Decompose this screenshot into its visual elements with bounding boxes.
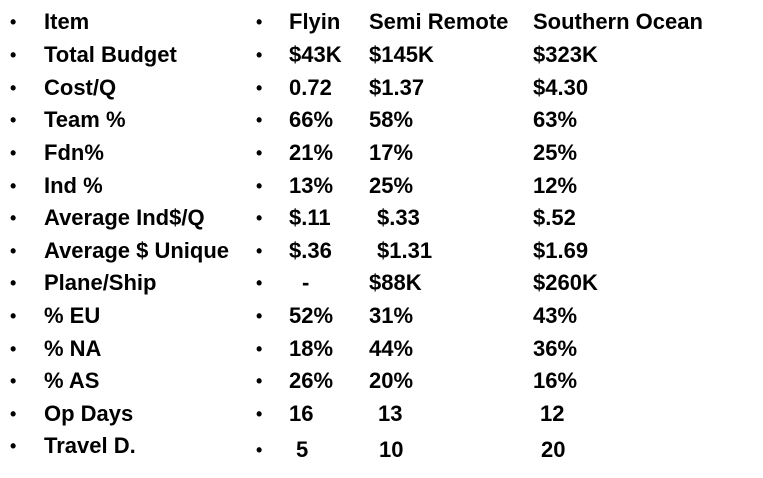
- bullet-icon: •: [256, 440, 263, 460]
- semi-remote-value: 17%: [369, 140, 414, 165]
- bullet-icon: •: [256, 273, 263, 293]
- flyin-value: $.11: [289, 205, 331, 230]
- semi-remote-value: 10: [379, 437, 404, 462]
- bullet-icon: •: [10, 241, 17, 261]
- flyin-value: -: [302, 270, 310, 295]
- semi-remote-value: $88K: [369, 270, 422, 295]
- item-label: Team %: [44, 107, 126, 132]
- southern-ocean-value: 25%: [533, 140, 578, 165]
- item-label: Cost/Q: [44, 75, 117, 100]
- semi-remote-value: $145K: [369, 42, 434, 67]
- list-row-cost-q: • Cost/Q • 0.72 $1.37 $4.30: [0, 72, 763, 104]
- item-label: Op Days: [44, 401, 134, 426]
- southern-ocean-value: 12: [540, 401, 565, 426]
- bullet-icon: •: [10, 208, 17, 228]
- southern-ocean-value: $1.69: [533, 238, 589, 263]
- list-row-na-pct: • % NA • 18% 44% 36%: [0, 333, 763, 365]
- semi-remote-value: 25%: [369, 173, 414, 198]
- bullet-icon: •: [256, 371, 263, 391]
- item-header: Item: [44, 9, 90, 34]
- bullet-icon: •: [256, 110, 263, 130]
- item-label: Travel D.: [44, 433, 136, 458]
- list-row-average-ind-per-q: • Average Ind$/Q • $.11 $.33 $.52: [0, 202, 763, 234]
- list-row-op-days: • Op Days • 16 13 12: [0, 398, 763, 430]
- item-label: Average $ Unique: [44, 238, 230, 263]
- southern-ocean-value: 12%: [533, 173, 578, 198]
- bullet-icon: •: [10, 436, 17, 456]
- flyin-header: Flyin: [289, 9, 341, 34]
- list-row-average-unique: • Average $ Unique • $.36 $1.31 $1.69: [0, 235, 763, 267]
- bullet-icon: •: [256, 12, 263, 32]
- bullet-icon: •: [256, 404, 263, 424]
- bullet-icon: •: [10, 45, 17, 65]
- bullet-icon: •: [10, 176, 17, 196]
- semi-remote-value: 58%: [369, 107, 414, 132]
- semi-remote-header: Semi Remote: [369, 9, 509, 34]
- semi-remote-value: 13: [378, 401, 403, 426]
- item-label: Ind %: [44, 173, 103, 198]
- flyin-value: 52%: [289, 303, 334, 328]
- bullet-icon: •: [256, 176, 263, 196]
- bullet-icon: •: [256, 208, 263, 228]
- bullet-icon: •: [10, 404, 17, 424]
- bullet-icon: •: [10, 339, 17, 359]
- flyin-value: 5: [296, 437, 309, 462]
- bullet-icon: •: [10, 12, 17, 32]
- southern-ocean-value: 36%: [533, 336, 578, 361]
- bullet-icon: •: [256, 339, 263, 359]
- bullet-icon: •: [10, 78, 17, 98]
- item-label: Average Ind$/Q: [44, 205, 205, 230]
- bullet-icon: •: [10, 143, 17, 163]
- southern-ocean-value: $260K: [533, 270, 598, 295]
- list-row-eu-pct: • % EU • 52% 31% 43%: [0, 300, 763, 332]
- southern-ocean-value: $.52: [533, 205, 576, 230]
- list-row-total-budget: • Total Budget • $43K $145K $323K: [0, 39, 763, 71]
- flyin-value: 0.72: [289, 75, 332, 100]
- item-label: Total Budget: [44, 42, 177, 67]
- item-label: Fdn%: [44, 140, 104, 165]
- list-row-travel-d: • Travel D. • 5 10 20: [0, 430, 763, 462]
- flyin-value: $.36: [289, 238, 332, 263]
- semi-remote-value: 31%: [369, 303, 414, 328]
- flyin-value: 66%: [289, 107, 334, 132]
- list-row-as-pct: • % AS • 26% 20% 16%: [0, 365, 763, 397]
- bullet-icon: •: [256, 241, 263, 261]
- flyin-value: 18%: [289, 336, 334, 361]
- item-label: % AS: [44, 368, 100, 393]
- semi-remote-value: $.33: [377, 205, 420, 230]
- semi-remote-value: 44%: [369, 336, 414, 361]
- item-label: % EU: [44, 303, 101, 328]
- southern-ocean-value: 20: [541, 437, 566, 462]
- flyin-value: 21%: [289, 140, 334, 165]
- bullet-icon: •: [256, 78, 263, 98]
- list-row-ind-pct: • Ind % • 13% 25% 12%: [0, 170, 763, 202]
- southern-ocean-header: Southern Ocean: [533, 9, 703, 34]
- southern-ocean-value: 63%: [533, 107, 578, 132]
- semi-remote-value: 20%: [369, 368, 414, 393]
- southern-ocean-value: $4.30: [533, 75, 589, 100]
- bullet-icon: •: [10, 306, 17, 326]
- southern-ocean-value: 43%: [533, 303, 578, 328]
- item-label: % NA: [44, 336, 102, 361]
- semi-remote-value: $1.31: [377, 238, 433, 263]
- southern-ocean-value: 16%: [533, 368, 578, 393]
- list-row-team-pct: • Team % • 66% 58% 63%: [0, 104, 763, 136]
- flyin-value: 13%: [289, 173, 334, 198]
- list-row-header: • Item • Flyin Semi Remote Southern Ocea…: [0, 6, 763, 38]
- list-row-plane-ship: • Plane/Ship • - $88K $260K: [0, 267, 763, 299]
- semi-remote-value: $1.37: [369, 75, 425, 100]
- flyin-value: 16: [289, 401, 314, 426]
- list-row-fdn-pct: • Fdn% • 21% 17% 25%: [0, 137, 763, 169]
- bullet-icon: •: [256, 45, 263, 65]
- flyin-value: 26%: [289, 368, 334, 393]
- flyin-value: $43K: [289, 42, 342, 67]
- bullet-icon: •: [256, 306, 263, 326]
- bullet-icon: •: [256, 143, 263, 163]
- bullet-icon: •: [10, 273, 17, 293]
- item-label: Plane/Ship: [44, 270, 157, 295]
- southern-ocean-value: $323K: [533, 42, 598, 67]
- bullet-icon: •: [10, 371, 17, 391]
- bullet-icon: •: [10, 110, 17, 130]
